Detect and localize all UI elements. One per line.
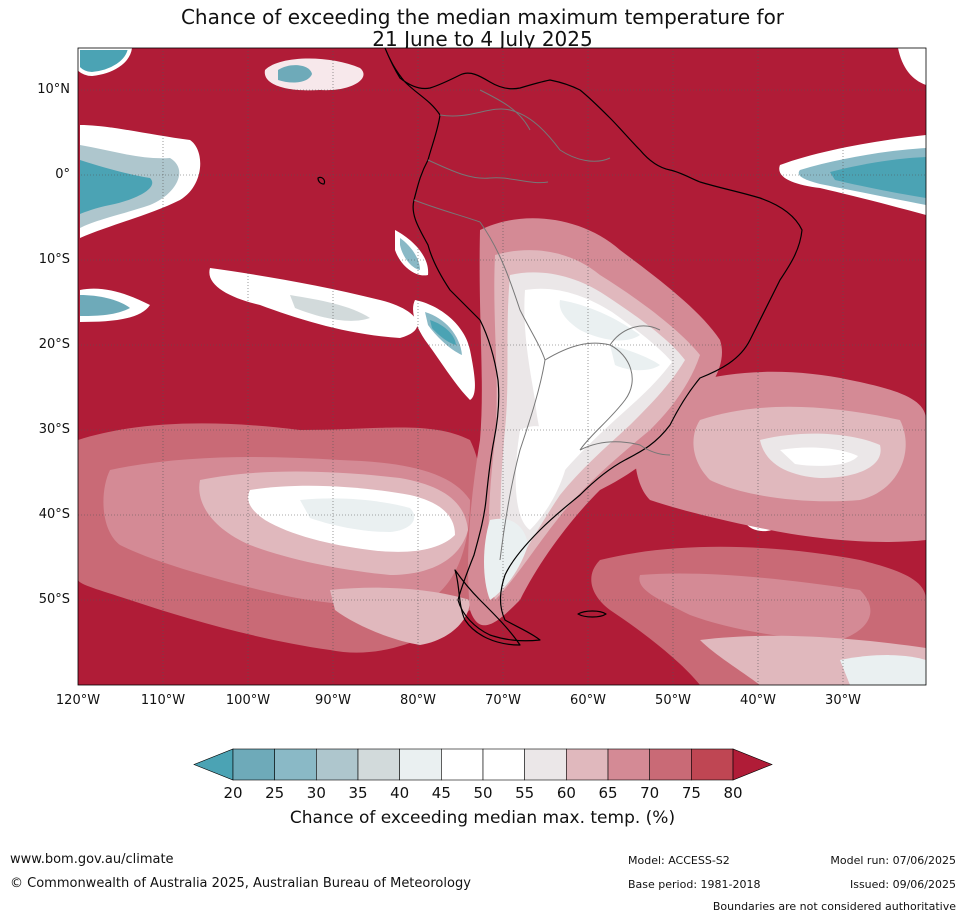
- south-america-mid-probability-area: [468, 218, 722, 626]
- lon-label-70w: 70°W: [485, 693, 521, 708]
- colorbar-tick-label: 40: [390, 784, 410, 802]
- southeast-pacific-mid-probability-band: [78, 423, 485, 653]
- lon-label-80w: 80°W: [400, 693, 436, 708]
- lat-label-10n: 10°N: [37, 82, 70, 97]
- issued-text: Issued: 09/06/2025: [849, 878, 956, 891]
- colorbar-segment: [607, 748, 651, 781]
- lon-label-110w: 110°W: [140, 693, 186, 708]
- copyright-text: © Commonwealth of Australia 2025, Austra…: [10, 876, 471, 891]
- colorbar-tick-label: 45: [431, 784, 451, 802]
- colorbar-tick-label: 65: [598, 784, 618, 802]
- colorbar-segment: [691, 748, 734, 781]
- colorbar-segment: [524, 748, 567, 781]
- lat-label-20s: 20°S: [38, 337, 70, 352]
- colorbar-arrow-low: [193, 748, 234, 781]
- colorbar-tick-label: 30: [306, 784, 326, 802]
- colorbar-segment: [399, 748, 442, 781]
- colorbar-segment: [232, 748, 275, 781]
- colorbar-tick-label: 70: [640, 784, 660, 802]
- pacific-low-probability-areas: [78, 48, 475, 400]
- colorbar-segment: [649, 748, 692, 781]
- colorbar-segment: [357, 748, 400, 781]
- south-atlantic-mid-probability-band: [591, 371, 926, 685]
- lat-label-0: 0°: [55, 167, 70, 182]
- colorbar-arrow-high: [732, 748, 773, 781]
- colorbar-segment: [316, 748, 359, 781]
- colorbar-title: Chance of exceeding median max. temp. (%…: [289, 808, 676, 828]
- map-frame: [77, 47, 927, 686]
- base-period-text: Base period: 1981-2018: [628, 878, 761, 891]
- lon-label-50w: 50°W: [655, 693, 691, 708]
- lon-label-90w: 90°W: [315, 693, 351, 708]
- model-text: Model: ACCESS-S2: [628, 854, 730, 867]
- website-text: www.bom.gov.au/climate: [10, 852, 174, 867]
- colorbar-segment: [274, 748, 317, 781]
- colorbar-tick-label: 75: [681, 784, 701, 802]
- colorbar-segment: [566, 748, 609, 781]
- lon-label-60w: 60°W: [570, 693, 606, 708]
- colorbar-tick-label: 80: [723, 784, 743, 802]
- disclaimer-text: Boundaries are not considered authoritat…: [712, 900, 956, 913]
- map-title-line1: Chance of exceeding the median maximum t…: [180, 5, 785, 29]
- colorbar-tick-label: 20: [223, 784, 243, 802]
- colorbar-segment: [441, 748, 484, 781]
- lon-label-100w: 100°W: [225, 693, 271, 708]
- coastlines: [317, 48, 803, 646]
- colorbar-tick-label: 60: [556, 784, 576, 802]
- colorbar-tick-label: 55: [515, 784, 535, 802]
- model-run-text: Model run: 07/06/2025: [830, 854, 956, 867]
- country-borders: [413, 89, 671, 561]
- lat-label-30s: 30°S: [38, 422, 70, 437]
- lat-label-40s: 40°S: [38, 507, 70, 522]
- lon-label-30w: 30°W: [825, 693, 861, 708]
- atlantic-low-probability-areas: [745, 48, 926, 532]
- colorbar-tick-label: 25: [265, 784, 285, 802]
- lon-label-120w: 120°W: [55, 693, 101, 708]
- colorbar-tick-label: 35: [348, 784, 368, 802]
- map-title-line2: 21 June to 4 July 2025: [372, 27, 593, 51]
- colorbar-segment: [482, 748, 525, 781]
- colorbar-tick-label: 50: [473, 784, 493, 802]
- lon-label-40w: 40°W: [740, 693, 776, 708]
- lat-label-10s: 10°S: [38, 252, 70, 267]
- lat-label-50s: 50°S: [38, 592, 70, 607]
